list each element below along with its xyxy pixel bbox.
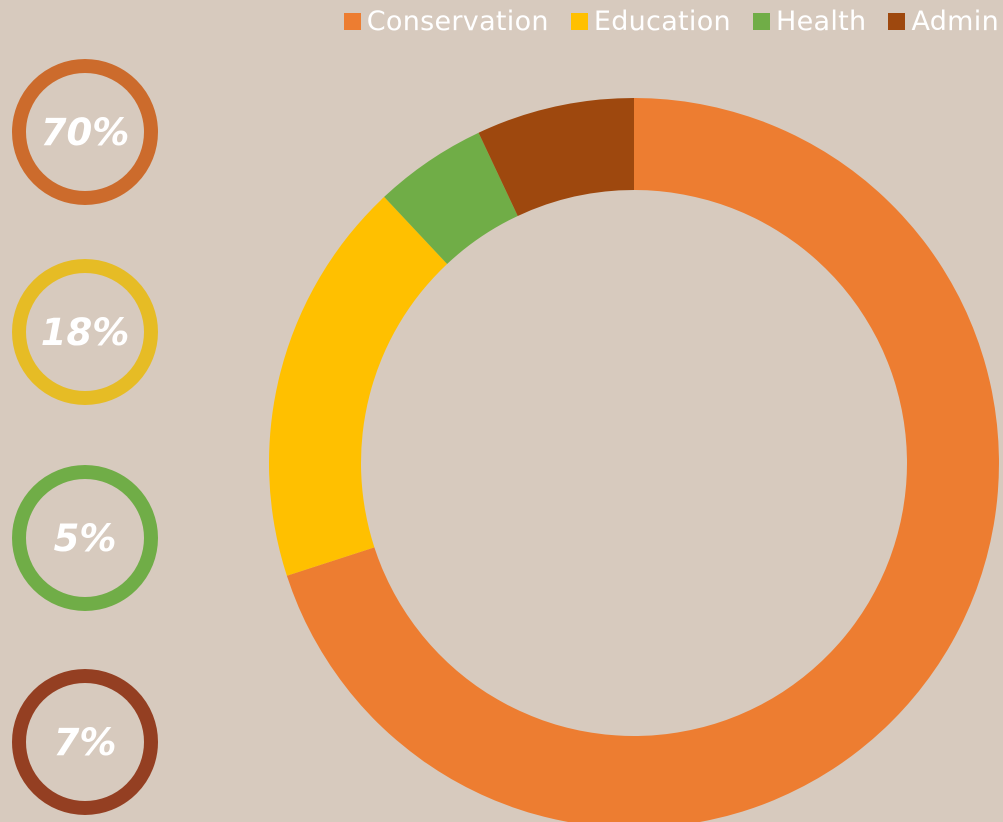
legend-label-admin: Admin: [911, 6, 999, 37]
legend-item-education: Education: [570, 6, 731, 37]
legend-item-conservation: Conservation: [343, 6, 549, 37]
donut-slice-admin: [478, 98, 634, 216]
legend-item-health: Health: [752, 6, 867, 37]
donut-slice-education: [269, 196, 448, 576]
donut-slice-health: [384, 132, 518, 264]
legend-item-admin: Admin: [888, 6, 999, 37]
percent-badge-label: 18%: [40, 310, 130, 354]
legend-swatch-admin: [888, 13, 906, 30]
percent-badge-label: 70%: [40, 110, 130, 154]
legend-swatch-conservation: [343, 13, 361, 30]
chart-legend: Conservation Education Health Admin: [343, 6, 999, 37]
legend-swatch-health: [752, 13, 770, 30]
legend-label-conservation: Conservation: [366, 6, 549, 37]
legend-label-health: Health: [775, 6, 867, 37]
legend-label-education: Education: [593, 6, 731, 37]
legend-swatch-education: [570, 13, 588, 30]
percent-badge-label: 7%: [53, 720, 117, 764]
percent-badge-label: 5%: [53, 516, 117, 560]
